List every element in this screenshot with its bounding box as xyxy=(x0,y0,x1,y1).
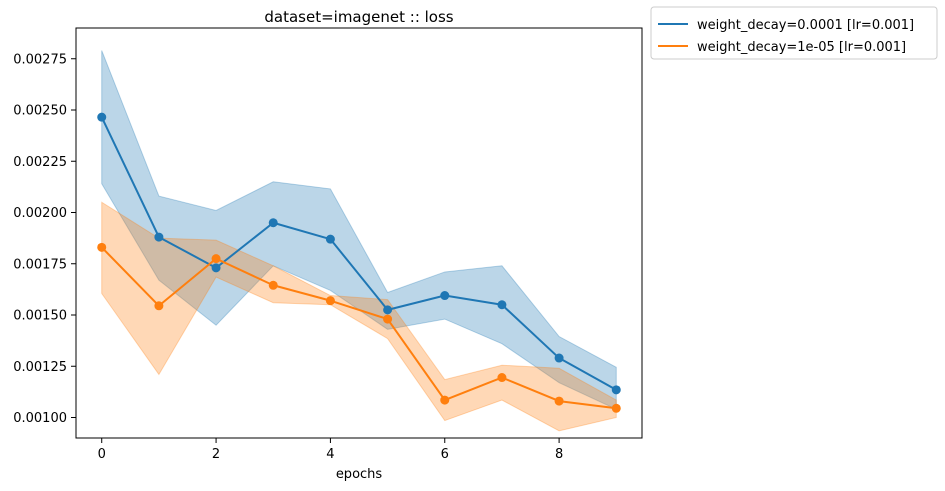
chart-title: dataset=imagenet :: loss xyxy=(264,8,453,26)
y-tick-label: 0.00275 xyxy=(13,52,67,67)
series-line-1 xyxy=(101,246,617,410)
data-point xyxy=(268,218,278,228)
data-point xyxy=(554,353,564,363)
data-point xyxy=(325,296,335,306)
data-point xyxy=(497,373,507,383)
data-point xyxy=(383,314,393,324)
plot-frame xyxy=(75,27,643,439)
data-point xyxy=(611,403,621,413)
data-point xyxy=(497,300,507,310)
legend-label: weight_decay=1e-05 [lr=0.001] xyxy=(697,40,906,55)
data-point xyxy=(154,232,164,242)
data-point xyxy=(611,385,621,395)
series-line-0 xyxy=(100,116,617,391)
x-tick-label: 8 xyxy=(555,447,563,462)
series-markers xyxy=(97,112,621,413)
data-point xyxy=(325,234,335,244)
y-tick-label: 0.00175 xyxy=(13,257,67,272)
x-axis: 0 2 4 6 8 xyxy=(98,438,563,462)
legend-label: weight_decay=0.0001 [lr=0.001] xyxy=(697,18,914,33)
data-point xyxy=(154,301,164,311)
data-point xyxy=(554,396,564,406)
y-tick-label: 0.00250 xyxy=(13,104,67,119)
legend: weight_decay=0.0001 [lr=0.001] weight_de… xyxy=(650,6,938,60)
y-axis: 0.00100 0.00125 0.00150 0.00175 0.00200 0.002… xyxy=(13,52,76,426)
data-point xyxy=(383,305,393,315)
data-point xyxy=(211,263,221,273)
legend-frame xyxy=(650,6,938,60)
y-tick-label: 0.00200 xyxy=(13,206,67,221)
plot-area xyxy=(75,27,643,439)
series-lines xyxy=(100,116,617,410)
data-point xyxy=(440,291,450,301)
y-tick-label: 0.00225 xyxy=(13,155,67,170)
confidence-band-1 xyxy=(101,201,617,432)
x-tick-label: 6 xyxy=(441,447,449,462)
y-tick-label: 0.00125 xyxy=(13,360,67,375)
data-point xyxy=(97,112,107,122)
x-tick-label: 4 xyxy=(326,447,334,462)
data-point xyxy=(211,254,221,264)
x-tick-label: 2 xyxy=(212,447,220,462)
y-tick-label: 0.00150 xyxy=(13,309,67,324)
y-tick-label: 0.00100 xyxy=(13,411,67,426)
data-point xyxy=(268,280,278,290)
data-point xyxy=(440,395,450,405)
x-axis-label: epochs xyxy=(336,467,383,482)
data-point xyxy=(97,242,107,252)
x-tick-label: 0 xyxy=(98,447,106,462)
